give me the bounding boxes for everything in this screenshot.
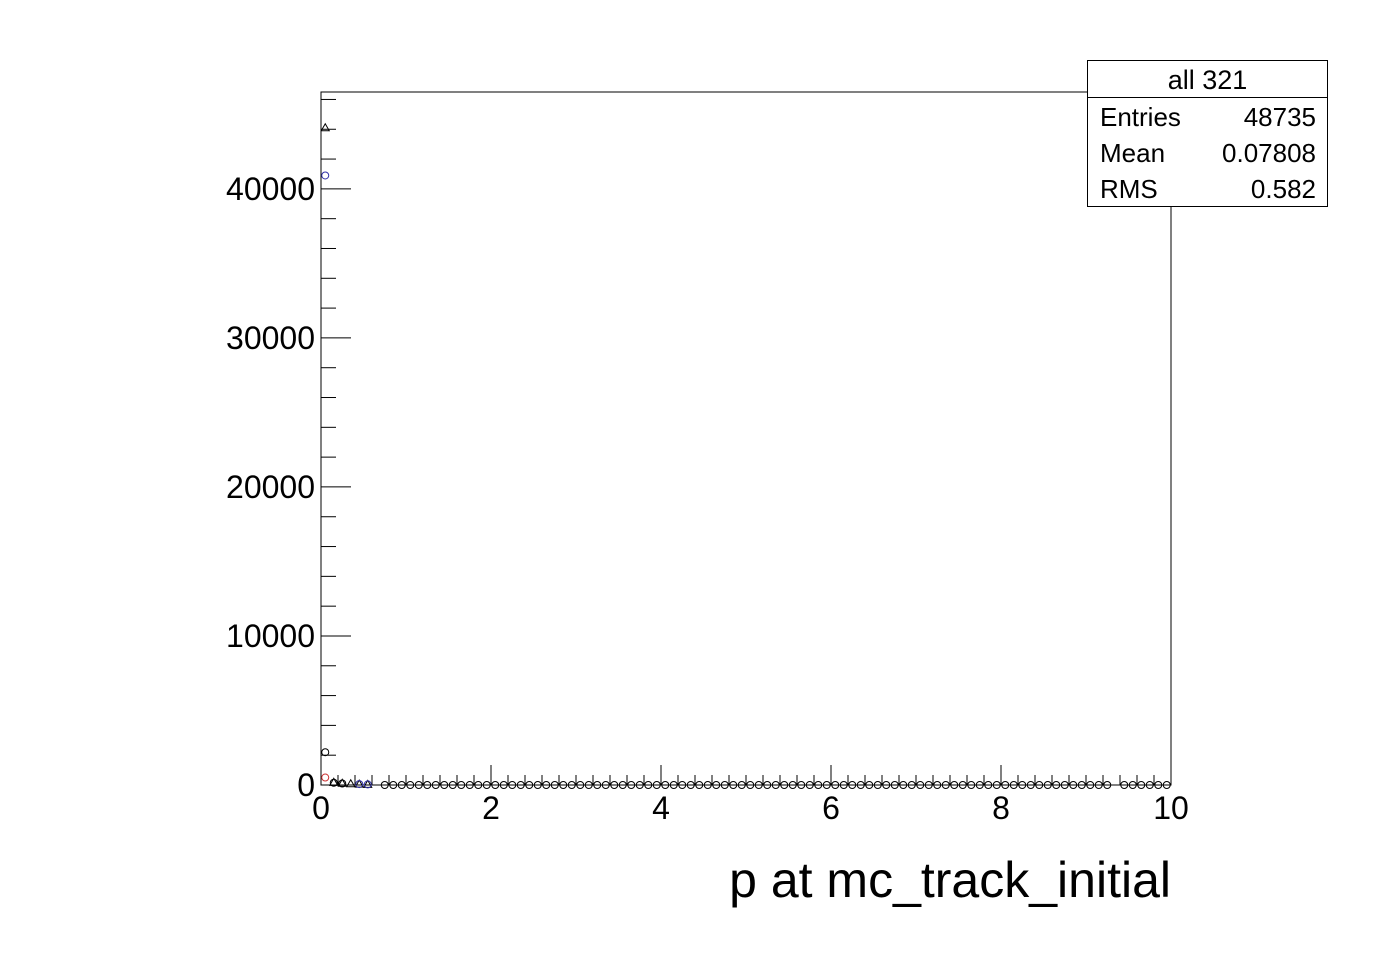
x-tick-label: 10 xyxy=(1153,790,1189,826)
stats-label: RMS xyxy=(1100,174,1158,204)
stats-box: all 321 Entries 48735 Mean 0.07808 RMS 0… xyxy=(1087,60,1328,207)
data-point xyxy=(328,777,339,786)
stats-value: 48735 xyxy=(1243,102,1316,132)
plot-frame xyxy=(320,91,1172,786)
stats-row-entries: Entries 48735 xyxy=(1088,98,1327,134)
stats-label: Mean xyxy=(1100,138,1166,168)
x-tick-label: 2 xyxy=(482,790,500,826)
stats-row-mean: Mean 0.07808 xyxy=(1088,134,1327,170)
axes: 0 2 4 6 8 10 0 10000 20000 30000 40000 xyxy=(226,98,1189,826)
data-point xyxy=(321,748,330,757)
data-point xyxy=(321,773,330,782)
stats-title: all 321 xyxy=(1088,61,1327,98)
x-tick-label: 8 xyxy=(992,790,1010,826)
x-axis-title: p at mc_track_initial xyxy=(729,852,1171,908)
data-point xyxy=(337,778,348,787)
x-tick-label: 4 xyxy=(652,790,670,826)
x-tick-label: 6 xyxy=(822,790,840,826)
stats-label: Entries xyxy=(1100,102,1181,132)
stats-row-rms: RMS 0.582 xyxy=(1088,170,1327,206)
data-point xyxy=(338,779,347,788)
x-tick-label: 0 xyxy=(312,790,330,826)
y-tick-label: 20000 xyxy=(226,469,315,505)
data-point xyxy=(355,780,364,789)
y-tick-label: 30000 xyxy=(226,320,315,356)
data-markers xyxy=(320,122,1171,789)
y-tick-label: 10000 xyxy=(226,618,315,654)
data-point xyxy=(320,122,331,132)
data-point xyxy=(363,780,372,789)
data-point xyxy=(345,778,356,788)
stats-value: 0.07808 xyxy=(1222,138,1316,168)
data-point xyxy=(321,171,330,180)
y-tick-label: 0 xyxy=(297,767,315,803)
stats-value: 0.582 xyxy=(1250,174,1316,204)
data-point xyxy=(329,778,338,787)
y-tick-label: 40000 xyxy=(226,171,315,207)
